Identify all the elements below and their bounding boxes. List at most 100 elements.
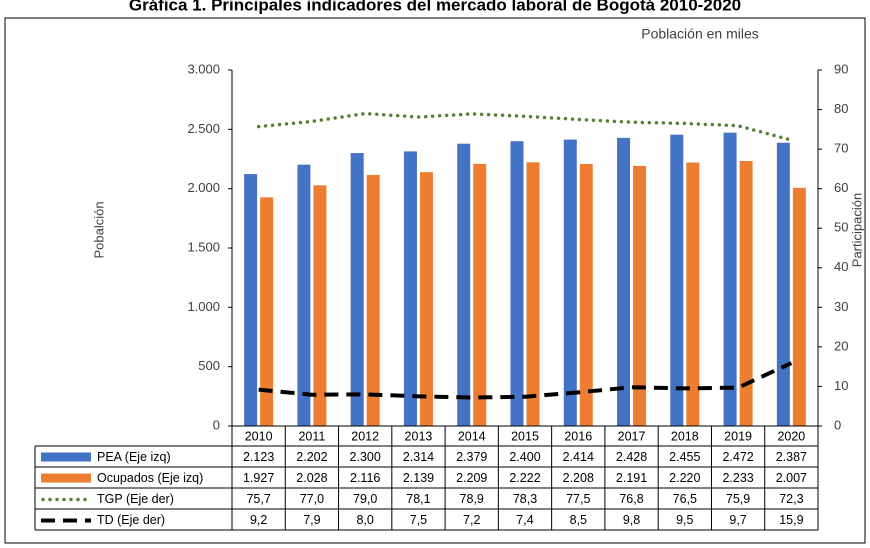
y-tick-label: 3.000 <box>187 61 220 76</box>
table-value: 9,5 <box>676 513 693 527</box>
bar <box>633 166 647 426</box>
y-tick-label: 0 <box>213 417 220 432</box>
y2-tick-label: 80 <box>834 101 848 116</box>
bar <box>350 153 364 427</box>
x-tick-label: 2010 <box>245 429 273 443</box>
table-value: 2.414 <box>563 450 594 464</box>
x-tick-label: 2015 <box>511 429 539 443</box>
chart-border <box>4 17 866 544</box>
table-value: 9,7 <box>729 513 746 527</box>
table-value: 2.222 <box>509 471 540 485</box>
table-value: 2.202 <box>296 450 327 464</box>
x-tick-label: 2017 <box>618 429 646 443</box>
table-value: 2.387 <box>776 450 807 464</box>
table-value: 76,8 <box>619 492 643 506</box>
y-axis-label: Pobalción <box>91 201 106 258</box>
table-value: 9,8 <box>623 513 640 527</box>
x-tick-label: 2013 <box>405 429 433 443</box>
table-value: 2.139 <box>403 471 434 485</box>
table-value: 75,9 <box>726 492 750 506</box>
table-value: 7,9 <box>303 513 320 527</box>
y2-tick-label: 0 <box>834 417 841 432</box>
table-value: 72,3 <box>779 492 803 506</box>
bar <box>510 141 524 426</box>
line-series <box>256 111 794 142</box>
table-value: 15,9 <box>779 513 803 527</box>
table-value: 2.300 <box>350 450 381 464</box>
bar <box>617 137 631 427</box>
table-value: 78,1 <box>406 492 430 506</box>
table-value: 2.472 <box>722 450 753 464</box>
table-value: 2.116 <box>350 471 380 485</box>
bar <box>579 163 593 426</box>
bar <box>723 132 737 426</box>
table-value: 2.209 <box>456 471 487 485</box>
bar <box>403 151 417 426</box>
legend-label: TD (Eje der) <box>97 513 165 527</box>
chart-title: Gráfica 1. Principales indicadores del m… <box>129 0 741 14</box>
y2-tick-label: 40 <box>834 259 848 274</box>
y2-tick-label: 50 <box>834 220 848 235</box>
table-value: 2.400 <box>509 450 540 464</box>
y2-tick-label: 90 <box>834 61 848 76</box>
bar <box>297 164 311 427</box>
y-tick-label: 2.000 <box>187 180 220 195</box>
table-value: 1.927 <box>243 471 274 485</box>
bar <box>457 143 471 426</box>
line-series <box>258 361 793 400</box>
x-tick-label: 2016 <box>564 429 592 443</box>
table-value: 2.455 <box>669 450 700 464</box>
bar <box>419 172 433 426</box>
bar <box>686 162 700 426</box>
y2-tick-label: 30 <box>834 299 848 314</box>
table-value: 2.028 <box>296 471 327 485</box>
bar <box>313 185 327 426</box>
table-value: 8,5 <box>570 513 587 527</box>
bar <box>473 163 487 426</box>
y2-axis-label: Participación <box>849 193 864 267</box>
x-tick-label: 2018 <box>671 429 699 443</box>
table-value: 78,3 <box>513 492 537 506</box>
table-value: 7,5 <box>410 513 427 527</box>
y2-tick-label: 60 <box>834 180 848 195</box>
table-value: 8,0 <box>356 513 373 527</box>
table-value: 2.191 <box>616 471 647 485</box>
legend-swatch <box>41 473 91 483</box>
legend-swatch <box>41 452 91 462</box>
table-value: 7,4 <box>516 513 533 527</box>
table-value: 76,5 <box>673 492 697 506</box>
table-value: 2.123 <box>243 450 274 464</box>
table-value: 2.428 <box>616 450 647 464</box>
legend-label: PEA (Eje izq) <box>97 450 171 464</box>
x-tick-label: 2011 <box>298 429 325 443</box>
x-tick-label: 2012 <box>351 429 379 443</box>
bar <box>563 139 577 426</box>
table-value: 77,5 <box>566 492 590 506</box>
y-tick-label: 2.500 <box>187 121 220 136</box>
table-value: 2.379 <box>456 450 487 464</box>
legend-label: Ocupados (Eje izq) <box>97 471 203 485</box>
x-tick-label: 2020 <box>777 429 805 443</box>
y-tick-label: 1.000 <box>187 299 220 314</box>
table-value: 2.220 <box>669 471 700 485</box>
table-value: 2.233 <box>722 471 753 485</box>
table-value: 2.007 <box>776 471 807 485</box>
table-value: 2.208 <box>563 471 594 485</box>
x-tick-label: 2014 <box>458 429 486 443</box>
bar <box>244 174 258 426</box>
table-value: 78,9 <box>460 492 484 506</box>
y-tick-label: 1.500 <box>187 239 220 254</box>
table-value: 75,7 <box>246 492 270 506</box>
table-value: 9,2 <box>250 513 267 527</box>
y2-tick-label: 10 <box>834 378 848 393</box>
bar <box>776 142 790 426</box>
bar <box>260 197 274 426</box>
bar <box>792 187 806 426</box>
x-tick-label: 2019 <box>724 429 752 443</box>
table-value: 7,2 <box>463 513 480 527</box>
y2-tick-label: 70 <box>834 141 848 156</box>
table-value: 77,0 <box>300 492 324 506</box>
table-value: 79,0 <box>353 492 377 506</box>
y2-tick-label: 20 <box>834 338 848 353</box>
